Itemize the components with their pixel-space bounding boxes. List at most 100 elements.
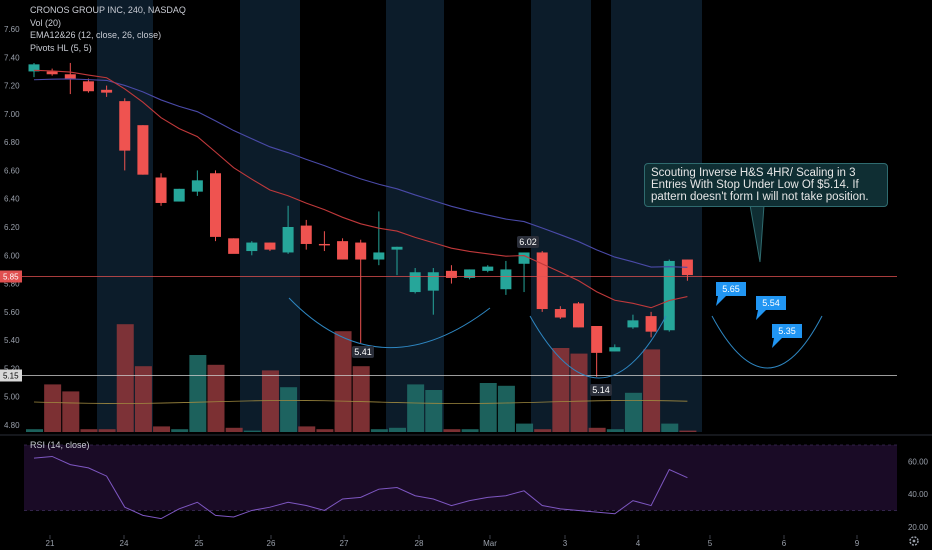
candle: [645, 311, 657, 338]
volume-bar: [334, 331, 352, 432]
chart-legend: CRONOS GROUP INC, 240, NASDAQ Vol (20) E…: [30, 4, 186, 54]
candle-body: [500, 269, 512, 290]
volume-bar: [443, 429, 461, 432]
candle-body: [137, 125, 149, 175]
date-label: 24: [120, 539, 129, 548]
candle-body: [645, 316, 657, 332]
candle-body: [155, 177, 167, 203]
volume-bar: [116, 324, 134, 432]
candle: [445, 265, 457, 284]
candle: [536, 251, 548, 312]
volume-bar: [461, 429, 479, 432]
price-tick-label: 6.40: [4, 195, 20, 204]
candle-body: [536, 252, 548, 310]
entry-tag-2: 5.54: [756, 296, 786, 320]
candle: [409, 268, 421, 294]
candle-body: [337, 241, 349, 260]
rsi-tick-label: 40.00: [908, 490, 929, 499]
volume-bar: [171, 429, 189, 432]
volume-bar: [225, 427, 243, 432]
candle-body: [210, 173, 221, 237]
rsi-tick-label: 60.00: [908, 457, 929, 466]
price-tick-label: 7.40: [4, 53, 20, 62]
volume-bar: [516, 423, 534, 432]
idea-callout: Scouting Inverse H&S 4HR/ Scaling in 3 E…: [644, 163, 888, 207]
rsi-band: [24, 445, 897, 511]
price-tick-label: 4.80: [4, 421, 20, 430]
date-label: 3: [563, 539, 568, 548]
rsi-pane: 60.00 40.00 20.00: [24, 444, 929, 532]
pivot-low-label: 5.41: [352, 346, 374, 358]
candle-body: [609, 347, 621, 352]
level-price-tag: 5.15: [0, 369, 22, 382]
candle: [282, 205, 294, 254]
pivot-label-text: 5.14: [592, 385, 610, 395]
candle: [210, 170, 221, 242]
candle: [518, 252, 530, 293]
candle: [609, 344, 621, 352]
volume-indicator-label[interactable]: Vol (20): [30, 17, 62, 28]
symbol-title: CRONOS GROUP INC, 240, NASDAQ: [30, 5, 186, 15]
volume-bar: [606, 429, 624, 432]
candle-body: [518, 252, 530, 264]
price-tick-label: 6.00: [4, 251, 20, 260]
candle: [464, 269, 476, 280]
candle-body: [464, 269, 476, 278]
volume-bar: [316, 429, 334, 432]
candle: [191, 170, 203, 196]
candle-body: [391, 246, 403, 250]
pivot-label-bg: [590, 384, 612, 396]
candle: [591, 326, 603, 377]
gear-center: [912, 539, 916, 543]
volume-bar: [80, 429, 98, 432]
pivot-label-bg: [352, 346, 374, 358]
settings-gear-icon[interactable]: [909, 536, 919, 546]
pivot-label-text: 6.02: [519, 237, 537, 247]
candle: [482, 265, 494, 273]
volume-bar: [153, 426, 171, 432]
volume-bar: [134, 366, 152, 432]
date-label: 28: [415, 539, 424, 548]
volume-ma-line: [33, 400, 688, 404]
volume-bar: [243, 430, 261, 432]
rsi-indicator-label[interactable]: RSI (14, close): [30, 440, 90, 450]
date-label: Mar: [483, 539, 497, 548]
candle-body: [427, 272, 439, 291]
level-tag-bg: [0, 369, 22, 382]
left-shoulder-arc: [288, 297, 491, 348]
candle: [573, 301, 584, 328]
entry-tag-text: 5.35: [778, 326, 796, 336]
volume-bar: [44, 384, 62, 432]
date-label: 27: [340, 539, 349, 548]
entry-tag-bg: [756, 296, 786, 320]
volume-bar: [98, 429, 116, 432]
candle-body: [318, 243, 330, 246]
price-tag-text: 5.85: [3, 273, 19, 282]
candle-body: [373, 252, 385, 260]
entry-tag-1: 5.65: [716, 282, 746, 306]
candle-body: [82, 81, 94, 92]
volume-bar: [425, 390, 443, 432]
volume-bar: [370, 429, 388, 432]
volume-bar: [26, 429, 43, 432]
volume-bar: [261, 370, 279, 432]
date-label: 25: [195, 539, 204, 548]
candle-body: [46, 71, 58, 75]
candle: [101, 85, 113, 97]
date-label: 26: [267, 539, 276, 548]
rsi-line: [33, 455, 688, 520]
volume-bar: [189, 355, 207, 432]
volume-bar: [407, 384, 425, 432]
volume-bar: [389, 427, 406, 432]
candle-body: [627, 320, 639, 328]
candle: [119, 98, 131, 171]
pivots-indicator-label[interactable]: Pivots HL (5, 5): [30, 42, 92, 53]
candle: [373, 211, 385, 266]
volume-bar: [661, 423, 679, 432]
date-label: 6: [782, 539, 787, 548]
ema-indicator-label[interactable]: EMA12&26 (12, close, 26, close): [30, 30, 162, 40]
time-axis: 21 24 25 26 27 28 Mar 3 4 5 6 9: [46, 535, 919, 548]
date-label: 4: [636, 539, 641, 548]
candle: [337, 238, 349, 260]
